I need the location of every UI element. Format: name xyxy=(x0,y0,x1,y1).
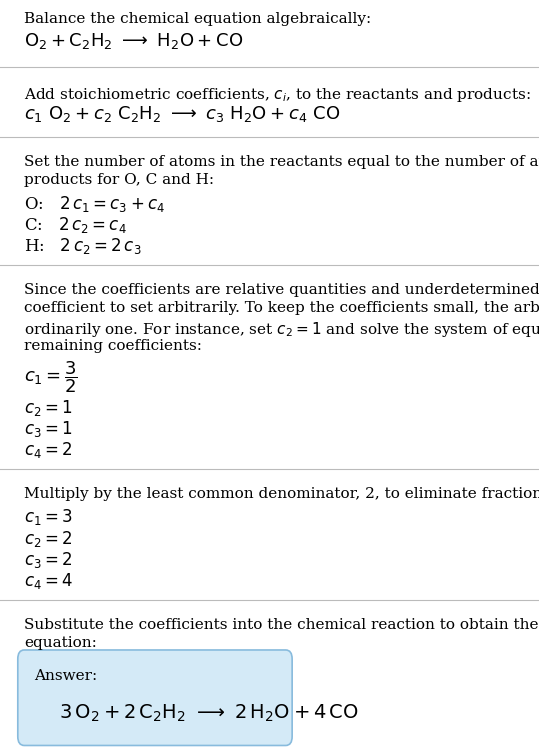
Text: $c_4 = 4$: $c_4 = 4$ xyxy=(24,571,73,591)
Text: H:   $2\,c_2 = 2\,c_3$: H: $2\,c_2 = 2\,c_3$ xyxy=(24,236,142,256)
Text: $c_3 = 1$: $c_3 = 1$ xyxy=(24,419,73,439)
Text: $c_3 = 2$: $c_3 = 2$ xyxy=(24,550,73,570)
Text: Substitute the coefficients into the chemical reaction to obtain the balanced: Substitute the coefficients into the che… xyxy=(24,617,539,632)
Text: $c_1 = 3$: $c_1 = 3$ xyxy=(24,507,73,527)
Text: Balance the chemical equation algebraically:: Balance the chemical equation algebraica… xyxy=(24,12,371,26)
Text: Add stoichiometric coefficients, $c_i$, to the reactants and products:: Add stoichiometric coefficients, $c_i$, … xyxy=(24,86,531,104)
FancyBboxPatch shape xyxy=(18,650,292,745)
Text: $c_1\ \mathrm{O_2} + c_2\ \mathrm{C_2H_2} \ \longrightarrow \ c_3\ \mathrm{H_2O}: $c_1\ \mathrm{O_2} + c_2\ \mathrm{C_2H_2… xyxy=(24,104,341,124)
Text: Answer:: Answer: xyxy=(34,669,97,683)
Text: equation:: equation: xyxy=(24,636,97,650)
Text: coefficient to set arbitrarily. To keep the coefficients small, the arbitrary va: coefficient to set arbitrarily. To keep … xyxy=(24,302,539,315)
Text: Since the coefficients are relative quantities and underdetermined, choose a: Since the coefficients are relative quan… xyxy=(24,283,539,297)
Text: remaining coefficients:: remaining coefficients: xyxy=(24,338,202,353)
Text: products for O, C and H:: products for O, C and H: xyxy=(24,174,215,187)
Text: $c_4 = 2$: $c_4 = 2$ xyxy=(24,441,73,460)
Text: Multiply by the least common denominator, 2, to eliminate fractional coefficient: Multiply by the least common denominator… xyxy=(24,487,539,501)
Text: $c_1 = \dfrac{3}{2}$: $c_1 = \dfrac{3}{2}$ xyxy=(24,359,78,396)
Text: ordinarily one. For instance, set $c_2 = 1$ and solve the system of equations fo: ordinarily one. For instance, set $c_2 =… xyxy=(24,320,539,339)
Text: $3\,\mathrm{O_2} + 2\,\mathrm{C_2H_2} \ \longrightarrow \ 2\,\mathrm{H_2O} + 4\,: $3\,\mathrm{O_2} + 2\,\mathrm{C_2H_2} \ … xyxy=(59,702,359,724)
Text: C:   $2\,c_2 = c_4$: C: $2\,c_2 = c_4$ xyxy=(24,215,127,235)
Text: Set the number of atoms in the reactants equal to the number of atoms in the: Set the number of atoms in the reactants… xyxy=(24,155,539,168)
Text: $c_2 = 2$: $c_2 = 2$ xyxy=(24,529,73,548)
Text: $\mathrm{O_2 + C_2H_2 \ \longrightarrow \ H_2O + CO}$: $\mathrm{O_2 + C_2H_2 \ \longrightarrow … xyxy=(24,31,244,50)
Text: $c_2 = 1$: $c_2 = 1$ xyxy=(24,398,73,417)
Text: O:   $2\,c_1 = c_3 + c_4$: O: $2\,c_1 = c_3 + c_4$ xyxy=(24,193,165,214)
